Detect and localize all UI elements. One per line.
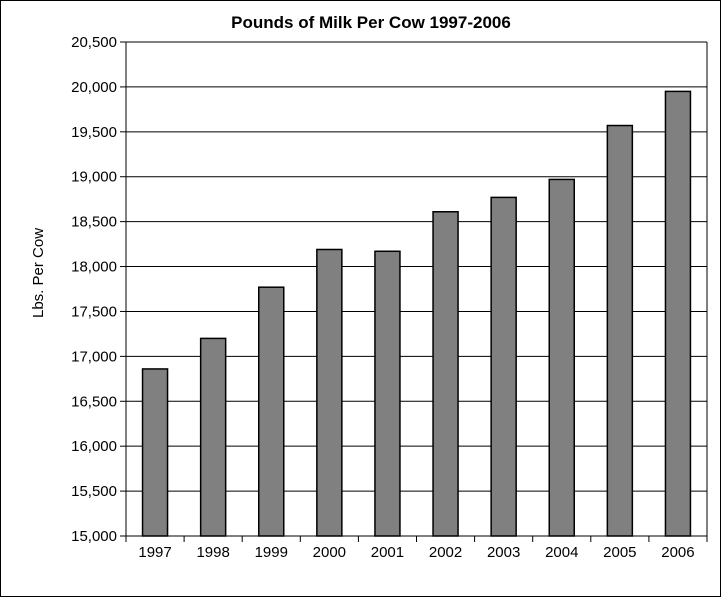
y-tick-label: 19,000 [71,169,117,186]
x-tick-labels: 1997 1998 1999 2000 2001 2002 2003 2004 2005 2006 [138,544,694,561]
bar-1998 [199,337,227,537]
axes [120,41,708,542]
y-tick-label: 19,500 [71,124,117,141]
x-tick-label: 2006 [661,544,694,561]
bar-2006 [664,90,692,537]
x-tick-label: 2000 [313,544,346,561]
y-tick-label: 18,500 [71,214,117,231]
bars [141,90,692,537]
y-tick-label: 17,000 [71,348,117,365]
y-tick-label: 15,500 [71,483,117,500]
bar-2005 [606,124,634,537]
bar-2001 [374,250,401,537]
bar-2002 [432,211,459,537]
bar-2004 [548,178,575,537]
x-tick-label: 1999 [255,544,288,561]
x-tick-label: 2002 [429,544,462,561]
y-tick-label: 20,500 [71,34,117,51]
y-tick-label: 15,000 [71,528,117,545]
bar-2003 [490,196,517,537]
y-tick-labels: 15,000 15,500 16,000 16,500 17,000 17,500 18,0… [71,34,117,545]
y-tick-label: 17,500 [71,303,117,320]
y-tick-label: 20,000 [71,79,117,96]
y-axis-title: Lbs. Per Cow [30,228,47,318]
x-tick-label: 2005 [603,544,636,561]
bar-2000 [316,248,343,537]
y-tick-label: 16,500 [71,393,117,410]
x-tick-label: 1998 [196,544,229,561]
bar-1997 [141,368,169,537]
y-tick-label: 16,000 [71,438,117,455]
x-tick-label: 2003 [487,544,520,561]
y-tick-label: 18,000 [71,259,117,276]
chart-title: Pounds of Milk Per Cow 1997-2006 [231,13,511,32]
x-tick-label: 2004 [545,544,578,561]
x-tick-label: 1997 [138,544,171,561]
bar-1999 [258,286,285,537]
x-tick-label: 2001 [371,544,404,561]
